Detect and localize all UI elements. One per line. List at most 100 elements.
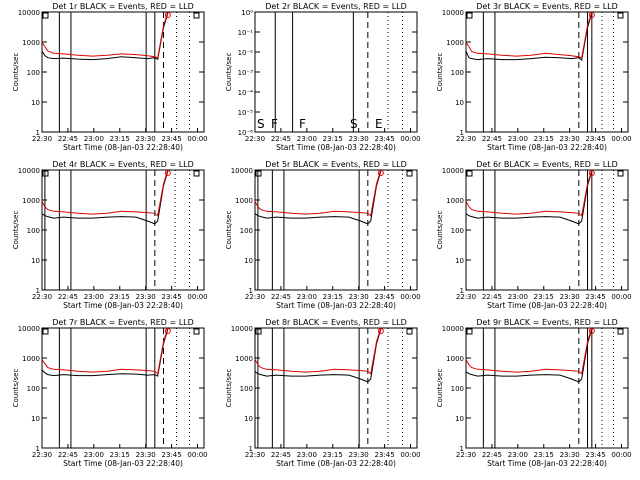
- lld-end-marker: [588, 170, 595, 176]
- event-letter: S: [350, 117, 358, 131]
- x-axis-label: Start Time (08-Jan-03 22:28:40): [276, 301, 396, 310]
- x-tick-label: 00:00: [187, 293, 207, 301]
- plot-frame: [254, 11, 418, 133]
- plot-frame: [41, 11, 205, 133]
- y-tick-label: 1: [36, 287, 40, 295]
- series-lld: [41, 11, 169, 59]
- x-tick-label: 00:00: [611, 135, 631, 143]
- y-axis-label: Counts/sec: [12, 211, 20, 250]
- panel-title: Det 4r BLACK = Events, RED = LLD: [52, 160, 194, 169]
- x-tick-label: 23:30: [136, 293, 156, 301]
- x-axis-label: Start Time (08-Jan-03 22:28:40): [487, 143, 607, 152]
- event-letter: E: [375, 117, 383, 131]
- x-tick-label: 22:30: [245, 451, 265, 459]
- y-tick-label: 1000: [446, 355, 464, 363]
- series-lld: [465, 11, 593, 59]
- x-tick-label: 22:30: [456, 135, 476, 143]
- panel-title: Det 7r BLACK = Events, RED = LLD: [52, 318, 194, 327]
- x-tick-label: 23:00: [508, 135, 528, 143]
- y-tick-label: 1000: [235, 355, 253, 363]
- series-events: [41, 171, 169, 225]
- series-events: [465, 171, 593, 225]
- panel-9: Det 9r BLACK = Events, RED = LLD 1 10 100 10…: [436, 318, 632, 468]
- y-tick-label: 10: [455, 257, 464, 265]
- x-tick-label: 23:15: [323, 135, 343, 143]
- y-tick-label: 1: [249, 287, 253, 295]
- panel-title: Det 5r BLACK = Events, RED = LLD: [265, 160, 407, 169]
- series-events: [254, 171, 382, 225]
- x-tick-label: 23:30: [349, 293, 369, 301]
- y-tick-label: 10000: [18, 9, 40, 17]
- y-tick-label: 1: [460, 129, 464, 137]
- y-tick-label: 1000: [235, 197, 253, 205]
- x-tick-label: 23:15: [110, 135, 130, 143]
- y-tick-label: 1: [36, 445, 40, 453]
- plot-frame: [41, 327, 205, 449]
- x-tick-label: 23:30: [349, 451, 369, 459]
- corner-marker: [617, 328, 624, 335]
- corner-marker: [617, 12, 624, 19]
- x-tick-label: 22:45: [482, 293, 502, 301]
- y-axis-label: Counts/sec: [436, 53, 444, 92]
- x-tick-label: 22:30: [245, 135, 265, 143]
- plot-frame: [254, 169, 418, 291]
- series-events: [465, 329, 593, 383]
- x-tick-label: 23:15: [323, 293, 343, 301]
- series-lld: [41, 169, 169, 217]
- lld-end-marker: [164, 12, 171, 18]
- x-tick-label: 23:45: [586, 135, 606, 143]
- series-events: [465, 13, 593, 62]
- x-tick-label: 23:15: [110, 293, 130, 301]
- x-tick-label: 23:15: [534, 451, 554, 459]
- y-tick-label: 100: [451, 69, 464, 77]
- series-events: [41, 13, 169, 61]
- lld-end-marker: [377, 328, 384, 334]
- corner-marker: [406, 170, 413, 177]
- y-tick-label: 10000: [18, 325, 40, 333]
- x-tick-label: 23:15: [534, 293, 554, 301]
- x-tick-label: 22:45: [271, 451, 291, 459]
- series-events: [254, 329, 382, 383]
- x-tick-label: 22:45: [58, 293, 78, 301]
- x-tick-label: 23:45: [162, 293, 182, 301]
- x-tick-label: 23:45: [375, 293, 395, 301]
- y-tick-label: 10000: [442, 325, 464, 333]
- y-tick-label: 10⁰: [241, 9, 253, 17]
- event-letter: S: [257, 117, 265, 131]
- x-tick-label: 23:15: [323, 451, 343, 459]
- y-tick-label: 1000: [22, 197, 40, 205]
- y-tick-label: 10⁻⁴: [238, 89, 254, 97]
- y-tick-label: 10000: [18, 167, 40, 175]
- y-tick-label: 100: [240, 385, 253, 393]
- x-tick-label: 23:00: [84, 293, 104, 301]
- x-axis-label: Start Time (08-Jan-03 22:28:40): [63, 143, 183, 152]
- y-tick-label: 10⁻²: [238, 49, 254, 57]
- x-tick-label: 23:45: [586, 293, 606, 301]
- x-tick-label: 22:45: [271, 135, 291, 143]
- x-tick-label: 23:00: [297, 135, 317, 143]
- panel-8: Det 8r BLACK = Events, RED = LLD 1 10 100 10…: [225, 318, 421, 468]
- x-tick-label: 22:45: [482, 451, 502, 459]
- x-tick-label: 23:30: [560, 135, 580, 143]
- x-tick-label: 23:45: [162, 135, 182, 143]
- x-tick-label: 23:45: [375, 451, 395, 459]
- x-tick-label: 22:45: [58, 135, 78, 143]
- y-tick-label: 10: [455, 99, 464, 107]
- x-tick-label: 22:45: [482, 135, 502, 143]
- y-tick-label: 100: [27, 69, 40, 77]
- lld-end-marker: [377, 170, 384, 176]
- series-lld: [465, 169, 593, 217]
- y-tick-label: 1: [460, 287, 464, 295]
- panel-2: Det 2r BLACK = Events, RED = LLD 10⁻⁶ 10⁻⁵…: [225, 2, 421, 152]
- panel-3: Det 3r BLACK = Events, RED = LLD 1 10 100 10…: [436, 2, 632, 152]
- x-tick-label: 00:00: [400, 135, 420, 143]
- y-axis-label: Counts/sec: [436, 211, 444, 250]
- x-tick-label: 22:30: [245, 293, 265, 301]
- x-axis-label: Start Time (08-Jan-03 22:28:40): [487, 459, 607, 468]
- x-tick-label: 00:00: [611, 293, 631, 301]
- x-tick-label: 23:45: [162, 451, 182, 459]
- y-tick-label: 10⁻¹: [238, 29, 254, 37]
- x-tick-label: 23:00: [84, 135, 104, 143]
- series-lld: [254, 327, 382, 375]
